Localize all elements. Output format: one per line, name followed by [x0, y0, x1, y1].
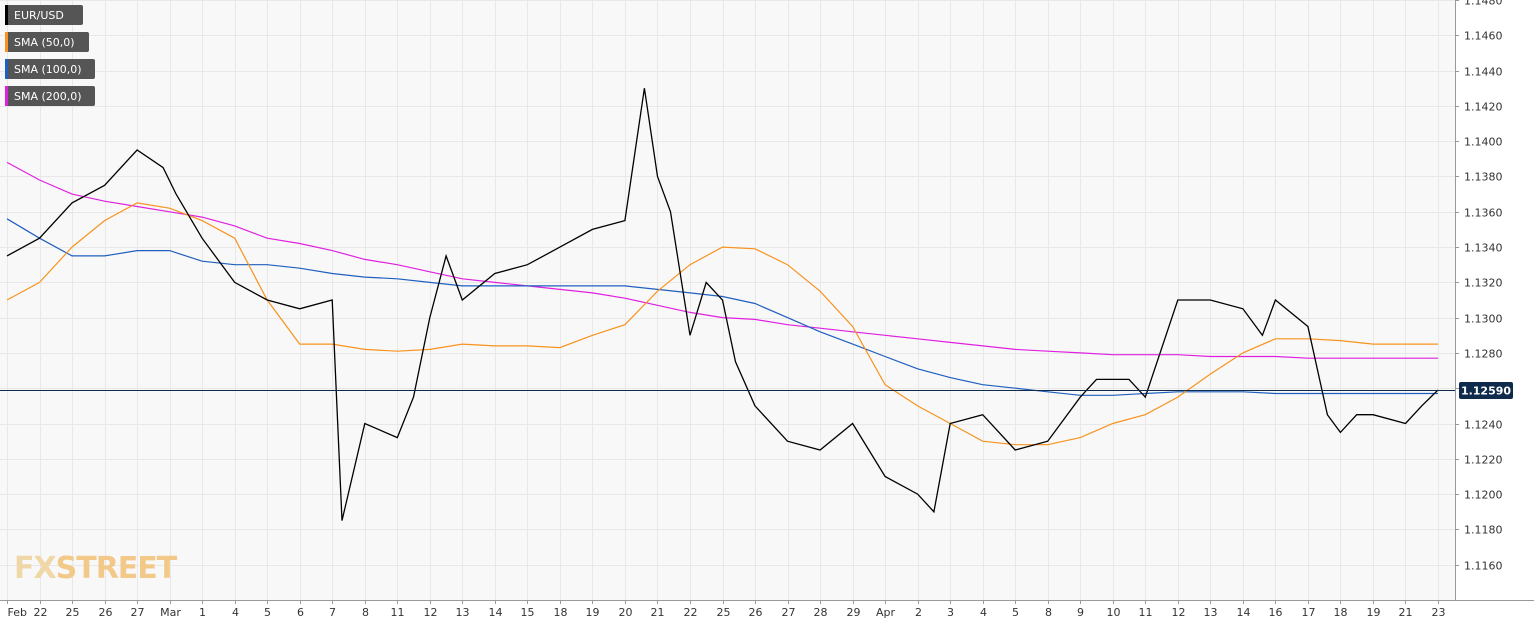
x-tick-label: 3 [947, 606, 954, 619]
x-tick-label: 18 [1334, 606, 1348, 619]
legend-item-eurusd[interactable]: EUR/USD [5, 5, 83, 25]
x-tick-label: 1 [199, 606, 206, 619]
y-tick-labels: 1.11601.11801.12001.12201.12401.12601.12… [1455, 0, 1503, 573]
y-tick-label: 1.1400 [1464, 136, 1503, 149]
x-tick-label: 27 [131, 606, 145, 619]
x-tick-label: 26 [99, 606, 113, 619]
x-tick-label: 2 [915, 606, 922, 619]
x-tick-label: 14 [1237, 606, 1251, 619]
y-tick-label: 1.1380 [1464, 171, 1503, 184]
y-tick-label: 1.1480 [1464, 0, 1503, 8]
legend-swatch [5, 86, 8, 106]
x-tick-label: 7 [329, 606, 336, 619]
x-tick-label: 11 [391, 606, 405, 619]
y-tick-label: 1.1360 [1464, 207, 1503, 220]
x-tick-label: 21 [1399, 606, 1413, 619]
y-tick-label: 1.1420 [1464, 101, 1503, 114]
x-tick-label: 17 [1302, 606, 1316, 619]
x-tick-label: 8 [362, 606, 369, 619]
x-tick-label: 8 [1045, 606, 1052, 619]
x-tick-label: 20 [619, 606, 633, 619]
legend-swatch [5, 5, 8, 25]
legend-label: SMA (100,0) [14, 63, 82, 76]
x-tick-label: 28 [814, 606, 828, 619]
x-tick-label: 25 [717, 606, 731, 619]
legend-swatch [5, 59, 8, 79]
x-tick-label: 5 [264, 606, 271, 619]
y-tick-label: 1.1220 [1464, 454, 1503, 467]
x-tick-label: 21 [651, 606, 665, 619]
sma-line-200 [6, 161, 1438, 359]
x-tick-label: Mar [160, 606, 181, 619]
y-tick-label: 1.1160 [1464, 560, 1503, 573]
x-tick-label: 6 [297, 606, 304, 619]
x-tick-label: 13 [1204, 606, 1218, 619]
x-tick-label: 19 [1367, 606, 1381, 619]
current-price-tag [1459, 382, 1513, 399]
x-tick-label: 13 [456, 606, 470, 619]
series-layer [6, 88, 1439, 521]
fxstreet-logo: FXSTREET [14, 551, 179, 586]
price-close-line [6, 88, 1439, 521]
grid-layer [0, 0, 1455, 600]
sma-line-500 [6, 202, 1438, 446]
x-tick-label: 16 [1269, 606, 1283, 619]
logo-part-fx: FX [14, 551, 56, 586]
x-tick-label: 22 [684, 606, 698, 619]
x-tick-label: Apr [876, 606, 896, 619]
x-tick-label: 27 [782, 606, 796, 619]
x-tick-labels: Feb 22 25 26 27 Mar 1 4 5 6 7 8 11 12 13 14 15 18 19 20 21 22… [7, 600, 1446, 619]
x-tick-label: 29 [847, 606, 861, 619]
x-tick-label: 10 [1107, 606, 1121, 619]
legend-swatch [5, 32, 8, 52]
plot-background [0, 0, 1455, 600]
x-tick-label: 15 [521, 606, 535, 619]
y-tick-label: 1.1280 [1464, 348, 1503, 361]
legend-label: EUR/USD [14, 9, 64, 22]
y-tick-label: 1.1320 [1464, 277, 1503, 290]
y-tick-label: 1.1460 [1464, 30, 1503, 43]
y-tick-label: 1.1340 [1464, 242, 1503, 255]
x-tick-label: 5 [1012, 606, 1019, 619]
x-tick-label: 9 [1077, 606, 1084, 619]
x-tick-label: 23 [1432, 606, 1446, 619]
x-tick-label: 22 [34, 606, 48, 619]
legend: EUR/USD SMA (50,0) SMA (100,0) SMA (200,… [5, 5, 95, 106]
x-tick-label: 12 [424, 606, 438, 619]
svg-text:FXSTREET: FXSTREET [14, 551, 178, 586]
x-tick-label: 26 [749, 606, 763, 619]
x-tick-label: 12 [1172, 606, 1186, 619]
y-tick-label: 1.1180 [1464, 524, 1503, 537]
x-tick-label: 14 [489, 606, 503, 619]
y-tick-label: 1.1440 [1464, 66, 1503, 79]
legend-label: SMA (50,0) [14, 36, 75, 49]
x-tick-label: Feb [8, 606, 27, 619]
logo-part-street: STREET [56, 551, 178, 586]
y-tick-label: 1.1200 [1464, 489, 1503, 502]
legend-label: SMA (200,0) [14, 90, 82, 103]
legend-item-sma200[interactable]: SMA (200,0) [5, 86, 95, 106]
y-tick-label: 1.1300 [1464, 313, 1503, 326]
x-tick-label: 18 [554, 606, 568, 619]
x-tick-label: 25 [66, 606, 80, 619]
x-tick-label: 11 [1139, 606, 1153, 619]
sma-line-100 [6, 218, 1438, 396]
axis-layer [0, 0, 1534, 601]
x-tick-label: 4 [232, 606, 239, 619]
legend-item-sma50[interactable]: SMA (50,0) [5, 32, 89, 52]
y-tick-label: 1.1240 [1464, 419, 1503, 432]
x-tick-label: 19 [586, 606, 600, 619]
current-price-label: 1.12590 [1461, 385, 1511, 398]
legend-item-sma100[interactable]: SMA (100,0) [5, 59, 95, 79]
x-tick-label: 4 [980, 606, 987, 619]
